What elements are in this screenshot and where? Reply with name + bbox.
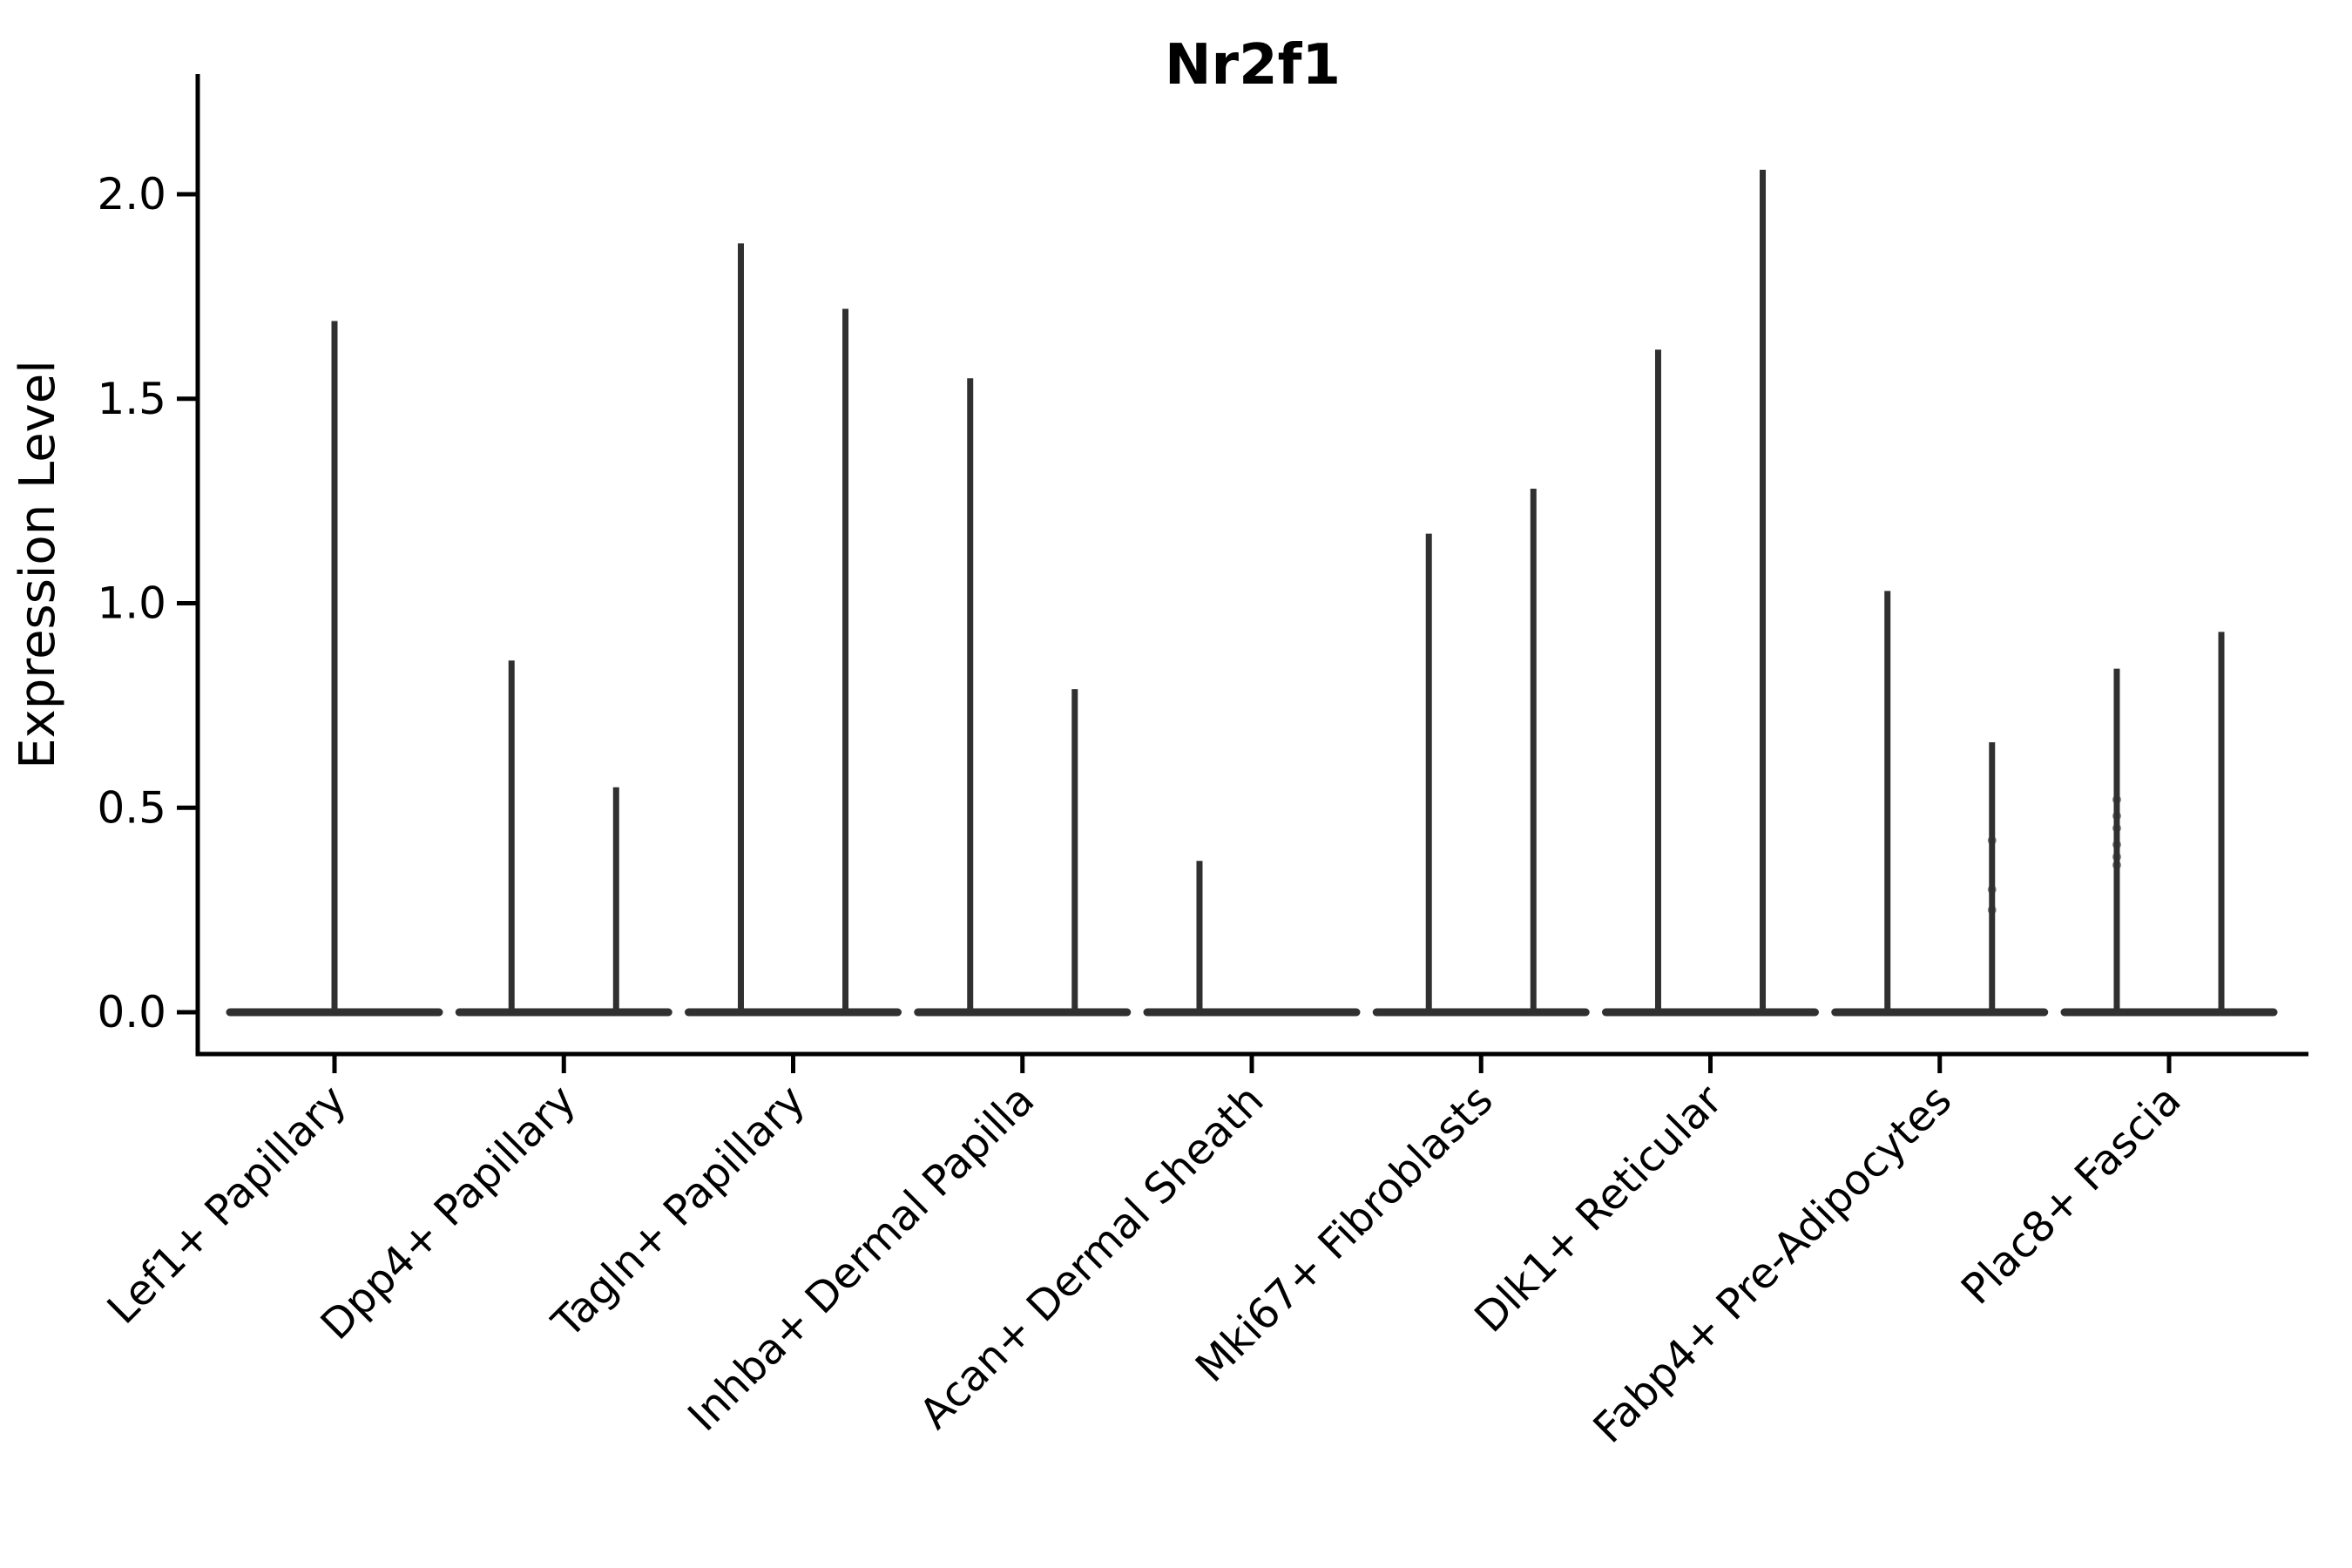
y-tick-label: 0.0 xyxy=(97,987,166,1037)
violin xyxy=(914,378,1132,1017)
x-tick-label: Lef1+ Papillary xyxy=(98,1076,356,1334)
data-point-dot xyxy=(2112,794,2121,804)
data-point-dot xyxy=(2112,811,2121,821)
y-tick-label: 1.0 xyxy=(97,578,166,629)
violin xyxy=(1372,489,1590,1017)
y-tick-label: 0.5 xyxy=(97,782,166,833)
data-point-dot xyxy=(1987,835,1997,845)
violin xyxy=(226,321,443,1017)
data-point-dot xyxy=(2112,860,2121,869)
violin xyxy=(1143,861,1361,1017)
violin xyxy=(2060,632,2278,1017)
data-point-dot xyxy=(1987,885,1997,895)
y-tick-label: 1.5 xyxy=(97,374,166,424)
data-point-dot xyxy=(2112,840,2121,849)
data-point-dot xyxy=(2112,823,2121,833)
chart-title: Nr2f1 xyxy=(1165,33,1341,98)
violins-group xyxy=(226,169,2278,1017)
data-point-dot xyxy=(1987,905,1997,915)
y-tick-label: 2.0 xyxy=(97,169,166,220)
x-tick-label: Dlk1+ Reticular xyxy=(1465,1076,1732,1342)
x-tick-label: Plac8+ Fascia xyxy=(1952,1076,2191,1315)
x-tick-label: Tagln+ Papillary xyxy=(543,1076,814,1348)
violin xyxy=(1602,169,1819,1017)
violin xyxy=(1831,591,2049,1017)
x-tick-label: Dpp4+ Papillary xyxy=(312,1076,585,1349)
y-axis-ticks: 0.0 0.5 1.0 1.5 2.0 xyxy=(97,169,198,1037)
violin xyxy=(455,660,672,1017)
y-axis-label: Expression Level xyxy=(10,360,66,769)
violin xyxy=(685,243,902,1017)
data-point-dot xyxy=(2112,852,2121,862)
